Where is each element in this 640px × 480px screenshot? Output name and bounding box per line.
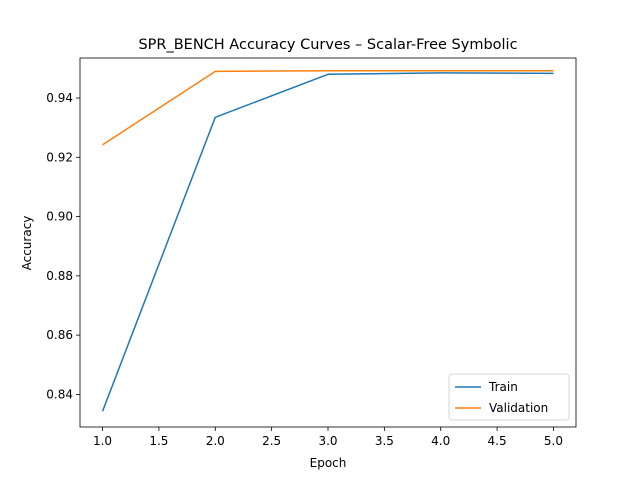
plot-frame bbox=[79, 57, 577, 428]
x-tick-label: 1.0 bbox=[93, 434, 112, 448]
x-tick-label: 4.5 bbox=[488, 434, 507, 448]
series-line-1 bbox=[102, 69, 554, 146]
x-axis-label: Epoch bbox=[310, 456, 347, 470]
y-tick-label: 0.88 bbox=[46, 269, 73, 283]
ticks-layer: 1.0 1.5 2.0 2.5 3.0 3.5 4.0 4.5 5.0 0.84 0.86 0.88 0… bbox=[46, 91, 563, 448]
x-tick-label: 3.0 bbox=[318, 434, 337, 448]
y-tick-label: 0.90 bbox=[46, 210, 73, 224]
x-tick-label: 5.0 bbox=[544, 434, 563, 448]
y-tick-label: 0.92 bbox=[46, 150, 73, 164]
series-line-0 bbox=[101, 72, 554, 412]
legend-label-0: Train bbox=[488, 380, 518, 394]
legend-label-1: Validation bbox=[489, 401, 548, 415]
x-tick-label: 1.5 bbox=[149, 434, 168, 448]
legend: Train Validation bbox=[448, 373, 570, 421]
y-tick-label: 0.84 bbox=[46, 387, 73, 401]
x-tick-label: 2.0 bbox=[206, 434, 225, 448]
y-tick-label: 0.94 bbox=[46, 91, 73, 105]
series-layer bbox=[101, 69, 554, 412]
y-tick-label: 0.86 bbox=[46, 328, 73, 342]
x-tick-label: 2.5 bbox=[262, 434, 281, 448]
y-axis-label: Accuracy bbox=[20, 216, 34, 271]
chart-title: SPR_BENCH Accuracy Curves – Scalar-Free … bbox=[138, 37, 517, 53]
x-tick-label: 3.5 bbox=[375, 434, 394, 448]
x-tick-label: 4.0 bbox=[431, 434, 450, 448]
